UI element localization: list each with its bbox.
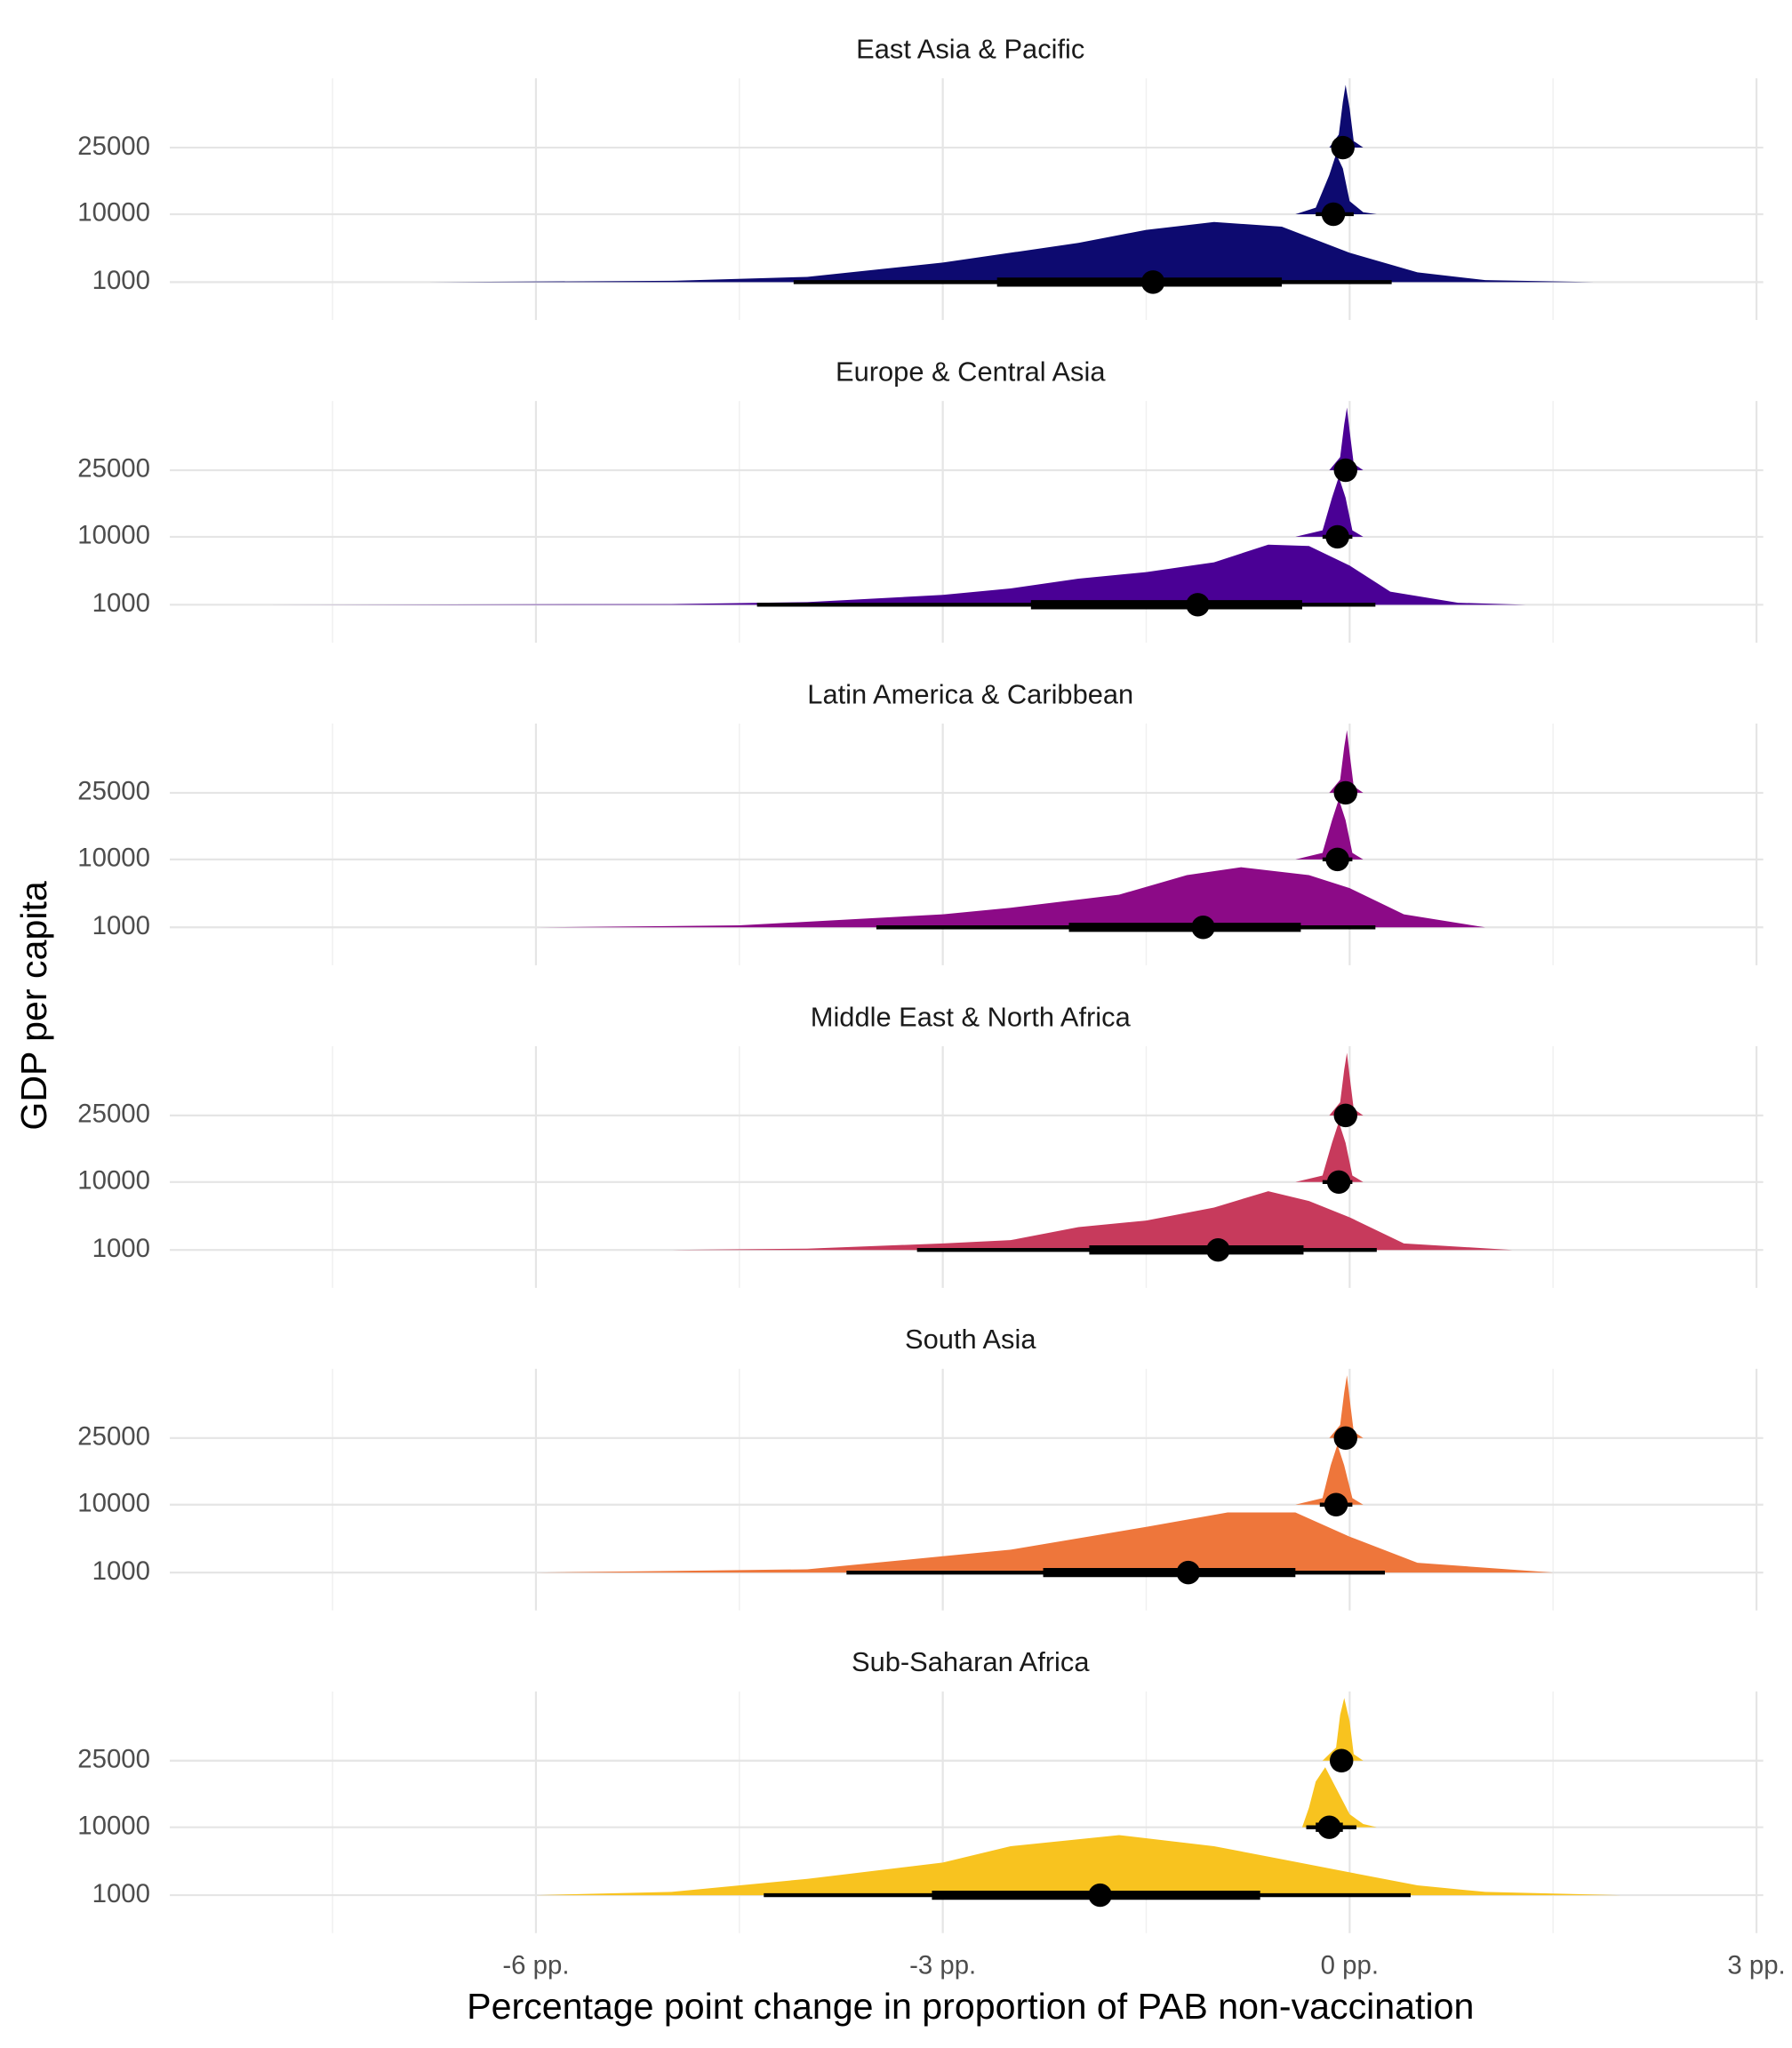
density [1295,799,1364,860]
panel-title: East Asia & Pacific [856,33,1084,64]
y-tick-label: 10000 [77,1166,150,1196]
density [1322,1698,1364,1761]
density [535,1512,1554,1573]
density [1329,407,1364,470]
panel-title: Latin America & Caribbean [807,678,1133,709]
density [427,221,1594,283]
density [1295,1444,1364,1505]
density [1295,154,1377,214]
point-estimate [1333,780,1357,805]
y-tick-label: 1000 [92,1556,150,1586]
point-estimate [1333,1426,1357,1451]
y-tick-label: 1000 [92,1234,150,1263]
y-tick-label: 10000 [77,1489,150,1518]
point-estimate [1325,524,1349,549]
density [535,1835,1621,1896]
y-tick-label: 25000 [77,1745,150,1774]
y-axis-title: GDP per capita [13,881,54,1131]
x-axis-title: Percentage point change in proportion of… [467,1986,1474,2027]
y-tick-label: 25000 [77,777,150,806]
y-tick-label: 10000 [77,844,150,873]
y-tick-label: 25000 [77,1100,150,1129]
density [671,1191,1513,1251]
density [1329,84,1364,148]
panel-title: Europe & Central Asia [836,356,1106,387]
density [1301,1767,1377,1828]
point-estimate [1324,1492,1348,1516]
y-tick-label: 25000 [77,132,150,161]
x-tick-label: -3 pp. [909,1951,976,1980]
point-estimate [1333,458,1357,483]
point-estimate [1333,1103,1357,1128]
y-tick-label: 10000 [77,521,150,550]
density [1329,1052,1364,1116]
density [1329,730,1364,793]
x-tick-label: 0 pp. [1321,1951,1379,1980]
panel-title: South Asia [905,1324,1036,1355]
y-tick-label: 25000 [77,1422,150,1452]
point-estimate [1140,270,1165,294]
density [1329,1375,1364,1438]
y-tick-label: 1000 [92,1879,150,1908]
density [535,867,1485,928]
x-tick-label: 3 pp. [1727,1951,1785,1980]
point-estimate [1186,593,1210,617]
y-tick-label: 10000 [77,198,150,228]
density [1295,1122,1364,1182]
point-estimate [1176,1560,1201,1585]
point-estimate [1206,1237,1230,1262]
y-tick-label: 1000 [92,588,150,618]
y-tick-label: 25000 [77,454,150,484]
point-estimate [1088,1883,1112,1908]
y-tick-label: 10000 [77,1811,150,1840]
point-estimate [1317,1815,1341,1839]
point-estimate [1325,847,1349,872]
density [264,544,1526,605]
density [1295,476,1364,537]
point-estimate [1321,202,1346,227]
point-estimate [1191,916,1215,940]
y-tick-label: 1000 [92,266,150,295]
x-tick-label: -6 pp. [502,1951,569,1980]
point-estimate [1331,135,1355,160]
panel-title: Sub-Saharan Africa [852,1646,1090,1677]
y-tick-label: 1000 [92,911,150,940]
point-estimate [1329,1748,1354,1772]
panel-title: Middle East & North Africa [811,1001,1132,1032]
point-estimate [1326,1170,1351,1195]
